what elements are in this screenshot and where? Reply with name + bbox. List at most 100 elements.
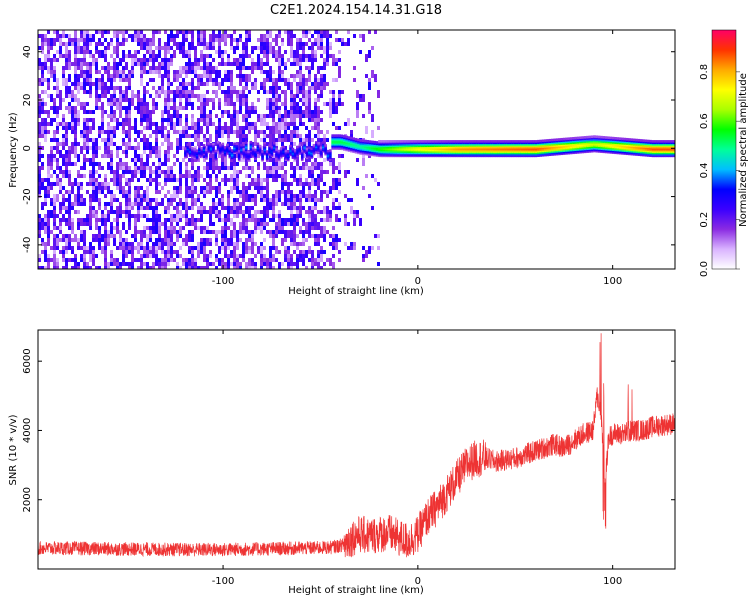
- spectrogram-cell: [173, 106, 176, 110]
- spectrogram-cell: [95, 50, 98, 54]
- spectrogram-cell: [170, 126, 173, 130]
- spectrogram-cell: [260, 218, 263, 222]
- spectrogram-cell: [242, 158, 245, 162]
- spectrogram-cell: [170, 38, 173, 42]
- spectrogram-signal-cell: [340, 135, 344, 139]
- spectrogram-cell: [149, 230, 152, 234]
- spectrogram-signal-cell: [343, 139, 346, 143]
- spectrogram-cell: [98, 174, 101, 178]
- spectrogram-cell: [119, 106, 122, 110]
- spectrogram-signal-cell: [251, 146, 255, 150]
- spectrogram-cell: [59, 250, 62, 254]
- spectrogram-signal-cell: [373, 150, 377, 154]
- spectrogram-cell: [269, 78, 272, 82]
- spectrogram-cell: [92, 262, 95, 266]
- spectrogram-cell: [68, 206, 71, 210]
- spectrogram-cell: [278, 214, 281, 218]
- spectrogram-signal-cell: [476, 150, 479, 153]
- spectrogram-signal-cell: [555, 144, 559, 147]
- spectrogram-signal-cell: [562, 142, 566, 145]
- spectrogram-cell: [293, 170, 296, 174]
- spectrogram-signal-cell: [422, 145, 426, 149]
- spectrogram-signal-cell: [431, 141, 435, 145]
- spectrogram-signal-cell: [487, 142, 491, 146]
- spectrogram-cell: [77, 190, 80, 194]
- spectrogram-signal-cell: [513, 147, 517, 150]
- spectrogram-signal-cell: [459, 150, 463, 153]
- spectrogram-cell: [194, 178, 197, 182]
- spectrogram-cell: [197, 266, 200, 269]
- spectrogram-cell: [176, 254, 179, 258]
- spectrogram-cell: [209, 158, 212, 162]
- spectrogram-signal-cell: [366, 148, 370, 152]
- spectrogram-signal-cell: [326, 149, 330, 153]
- spectrogram-signal-cell: [516, 151, 519, 155]
- spectrogram-signal-cell: [565, 146, 568, 149]
- spectrogram-signal-cell: [455, 148, 458, 152]
- spectrogram-signal-cell: [354, 146, 358, 150]
- spectrogram-cell: [287, 198, 290, 202]
- spectrogram-cell: [128, 114, 131, 118]
- spectrogram-cell: [155, 166, 158, 170]
- spectrogram-cell: [77, 74, 80, 78]
- spectrogram-signal-cell: [567, 151, 571, 155]
- spectrogram-cell: [119, 114, 122, 118]
- spectrogram-signal-cell: [403, 144, 407, 148]
- spectrogram-cell: [269, 230, 272, 234]
- spectrogram-cell: [92, 234, 95, 238]
- spectrogram-cell: [365, 74, 368, 78]
- spectrogram-signal-cell: [572, 150, 575, 153]
- spectrogram-cell: [275, 246, 278, 250]
- spectrogram-signal-cell: [359, 140, 363, 144]
- spectrogram-cell: [311, 166, 314, 170]
- spectrogram-cell: [212, 202, 215, 206]
- spectrogram-signal-cell: [478, 140, 482, 143]
- spectrogram-cell: [44, 130, 47, 134]
- spectrogram-signal-cell: [298, 145, 302, 148]
- spectrogram-cell: [230, 74, 233, 82]
- spectrogram-cell: [194, 50, 197, 58]
- spectrogram-cell: [44, 122, 47, 126]
- spectrogram-cell: [233, 254, 236, 258]
- spectrogram-signal-cell: [473, 153, 477, 156]
- spectrogram-cell: [224, 30, 227, 34]
- spectrogram-cell: [122, 54, 125, 58]
- spectrogram-signal-cell: [347, 149, 351, 152]
- spectrogram-cell: [224, 78, 227, 82]
- spectrogram-signal-cell: [497, 144, 500, 148]
- spectrogram-signal-cell: [364, 148, 367, 151]
- spectrogram-signal-cell: [511, 154, 514, 158]
- spectrogram-cell: [128, 202, 131, 206]
- spectrogram-cell: [263, 214, 266, 222]
- spectrogram-cell: [113, 210, 116, 214]
- spectrogram-cell: [362, 254, 365, 258]
- spectrogram-cell: [104, 142, 107, 146]
- spectrogram-cell: [224, 102, 227, 106]
- spectrogram-cell: [308, 218, 311, 222]
- spectrogram-signal-cell: [387, 141, 391, 145]
- spectrogram-cell: [137, 102, 140, 110]
- spectrogram-signal-cell: [499, 142, 503, 146]
- spectrogram-signal-cell: [387, 150, 391, 153]
- spectrogram-cell: [65, 262, 68, 269]
- spectrogram-cell: [164, 102, 167, 106]
- spectrogram-signal-cell: [539, 148, 543, 151]
- spectrogram-signal-cell: [401, 153, 405, 156]
- spectrogram-cell: [158, 62, 161, 66]
- spectrogram-cell: [62, 118, 65, 122]
- spectrogram-cell: [305, 98, 308, 106]
- spectrogram-signal-cell: [347, 147, 351, 151]
- spectrogram-cell: [185, 262, 188, 269]
- spectrogram-signal-cell: [525, 148, 528, 152]
- spectrogram-signal-cell: [258, 149, 262, 152]
- spectrogram-cell: [266, 230, 269, 234]
- spectrogram-cell: [209, 34, 212, 42]
- spectrogram-cell: [77, 98, 80, 106]
- spectrogram-cell: [257, 66, 260, 70]
- spectrogram-signal-cell: [307, 150, 311, 154]
- spectrogram-cell: [146, 46, 149, 50]
- spectrogram-cell: [206, 226, 209, 230]
- spectrogram-cell: [296, 82, 299, 86]
- spectrogram-cell: [338, 58, 341, 62]
- spectrogram-cell: [278, 122, 281, 130]
